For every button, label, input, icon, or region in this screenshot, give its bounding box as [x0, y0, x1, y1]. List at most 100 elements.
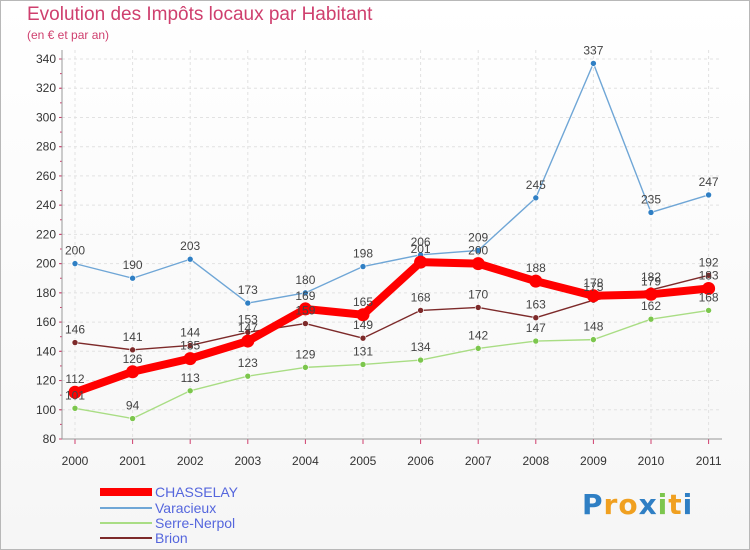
data-point-varacieux	[71, 260, 79, 267]
x-tick-label: 2003	[234, 454, 261, 468]
data-label-varacieux: 247	[699, 175, 719, 189]
axes: 80 100 120 140 160 180 200 220 240 260 280 300 320 34…	[36, 50, 722, 468]
data-point-chasselay	[414, 255, 428, 269]
x-tick-label: 2010	[638, 454, 665, 468]
y-tick-label: 280	[36, 140, 56, 154]
data-label-chasselay: 169	[295, 289, 315, 303]
data-point-varacieux	[186, 255, 194, 263]
data-point-chasselay	[241, 334, 255, 348]
data-label-varacieux: 209	[468, 230, 488, 244]
data-point-serre-nerpol	[474, 345, 482, 352]
series-line-serre-nerpol	[74, 309, 710, 420]
data-point-serre-nerpol	[71, 405, 79, 412]
data-point-serre-nerpol	[186, 387, 194, 395]
data-label-varacieux: 203	[180, 239, 200, 253]
series-group	[68, 60, 716, 422]
y-tick-label: 160	[36, 315, 56, 329]
data-point-brion	[186, 342, 194, 349]
data-point-chasselay	[471, 257, 485, 271]
data-label-chasselay: 200	[468, 244, 488, 258]
data-label-varacieux: 198	[353, 247, 373, 261]
data-label-chasselay: 179	[641, 274, 661, 288]
data-label-varacieux: 206	[411, 235, 431, 249]
data-point-serre-nerpol	[647, 315, 655, 323]
data-point-chasselay	[126, 365, 140, 379]
data-label-varacieux: 200	[65, 244, 85, 258]
data-label-varacieux: 245	[526, 178, 546, 192]
legend-label-chasselay: CHASSELAY	[155, 484, 239, 500]
data-point-serre-nerpol	[302, 364, 309, 371]
y-tick-label: 260	[36, 169, 56, 183]
y-tick-label: 120	[36, 374, 56, 388]
data-point-varacieux	[705, 191, 712, 199]
data-label-serre-nerpol: 148	[583, 320, 603, 334]
data-label-serre-nerpol: 142	[468, 328, 488, 342]
data-point-brion	[474, 304, 482, 311]
data-point-chasselay	[356, 308, 370, 322]
x-tick-label: 2001	[119, 454, 146, 468]
data-point-varacieux	[359, 263, 367, 270]
data-point-chasselay	[68, 385, 82, 399]
logo-letter: i	[682, 488, 694, 521]
data-label-varacieux: 190	[123, 258, 143, 272]
y-tick-label: 220	[36, 227, 56, 241]
series-line-chasselay	[71, 258, 713, 397]
y-tick-label: 300	[36, 110, 56, 124]
data-labels: 200 190 203 173 180 198 206 209 245 337 235 247 101 9…	[65, 43, 719, 412]
data-label-brion: 146	[65, 323, 85, 337]
data-point-serre-nerpol	[705, 307, 712, 314]
data-label-brion: 175	[583, 280, 603, 294]
data-point-serre-nerpol	[590, 336, 597, 343]
x-tick-label: 2002	[177, 454, 204, 468]
x-tick-label: 2004	[292, 454, 319, 468]
data-point-varacieux	[129, 274, 136, 282]
data-label-chasselay: 183	[699, 268, 719, 282]
data-label-brion: 144	[180, 325, 200, 339]
data-label-brion: 182	[641, 270, 661, 284]
data-point-chasselay	[586, 289, 600, 303]
chart-title: Evolution des Impôts locaux par Habitant	[27, 4, 373, 25]
data-point-varacieux	[244, 299, 252, 307]
x-tick-label: 2011	[696, 454, 722, 468]
y-tick-label: 200	[36, 257, 56, 271]
data-label-brion: 149	[353, 318, 373, 332]
logo-letter: x	[638, 488, 658, 521]
data-point-brion	[359, 334, 367, 342]
proxiti-logo: Proxiti	[582, 488, 693, 521]
data-label-serre-nerpol: 134	[411, 340, 431, 354]
data-label-serre-nerpol: 94	[126, 399, 140, 413]
data-label-brion: 163	[526, 298, 546, 312]
data-point-chasselay	[529, 274, 543, 288]
data-label-chasselay: 188	[526, 261, 546, 275]
data-point-brion	[71, 339, 79, 346]
data-point-chasselay	[644, 287, 658, 301]
y-tick-label: 140	[36, 344, 56, 358]
data-point-serre-nerpol	[532, 337, 540, 345]
x-tick-label: 2007	[465, 454, 492, 468]
data-label-serre-nerpol: 131	[353, 344, 373, 358]
data-label-varacieux: 235	[641, 192, 661, 206]
data-label-serre-nerpol: 129	[295, 347, 315, 361]
y-tick-label: 340	[36, 52, 56, 66]
legend-label-varacieux: Varacieux	[155, 500, 216, 516]
data-point-brion	[417, 307, 424, 314]
data-point-varacieux	[532, 194, 540, 202]
data-label-serre-nerpol: 101	[65, 388, 85, 402]
data-label-chasselay: 201	[411, 242, 431, 256]
data-label-brion: 192	[699, 255, 719, 269]
series-line-varacieux	[74, 62, 710, 304]
data-label-varacieux: 180	[295, 273, 315, 287]
data-label-serre-nerpol: 162	[641, 299, 661, 313]
data-label-chasselay: 147	[238, 321, 258, 335]
data-label-brion: 141	[123, 330, 143, 344]
data-label-chasselay: 178	[583, 276, 603, 290]
data-point-brion	[532, 314, 540, 321]
x-tick-label: 2000	[62, 454, 89, 468]
x-tick-label: 2009	[580, 454, 607, 468]
logo-letter: i	[657, 488, 669, 521]
data-point-varacieux	[474, 247, 482, 254]
data-point-varacieux	[302, 289, 309, 297]
